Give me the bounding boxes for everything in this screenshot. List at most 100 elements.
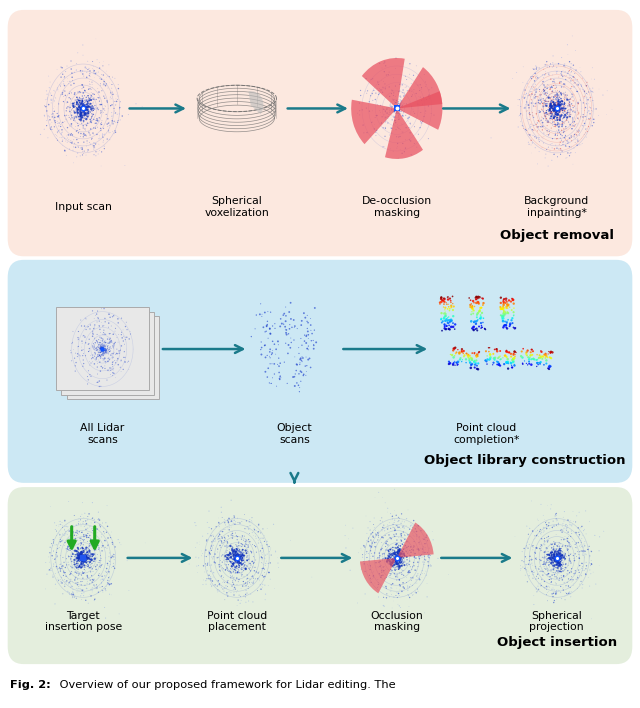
Point [389,484,399,495]
Point [545,82,556,93]
Point [100,528,110,539]
Point [555,106,565,118]
Point [67,112,77,123]
Point [113,91,123,102]
Point [393,598,403,610]
Point [386,552,396,563]
Point [73,341,83,353]
Point [552,521,563,532]
Point [566,557,576,569]
Point [109,116,120,127]
Point [99,350,109,361]
Point [76,104,86,115]
Point [232,561,242,572]
Point [387,560,397,571]
Point [57,517,67,528]
Point [89,142,99,154]
Point [233,595,243,606]
Point [393,552,403,564]
Point [75,560,85,571]
Point [384,81,394,93]
Point [547,550,557,561]
Point [547,81,557,92]
Point [387,565,397,576]
Point [86,94,96,105]
Point [371,127,381,138]
Point [57,535,67,547]
Point [552,105,563,116]
Point [392,558,402,569]
Point [85,116,95,127]
Point [80,551,90,562]
Point [76,113,86,124]
Point [405,127,415,139]
Point [288,372,298,383]
Point [397,551,407,562]
Point [262,523,273,534]
Point [518,61,529,72]
Point [453,359,463,370]
Point [558,511,568,523]
Point [120,338,130,350]
Point [556,551,566,562]
Point [77,556,87,567]
Point [83,96,93,108]
Point [550,559,560,571]
Point [362,547,372,559]
Point [96,349,106,360]
Point [542,581,552,593]
Point [500,316,510,327]
Point [392,552,402,564]
Point [403,589,413,600]
Point [412,533,422,544]
Point [97,346,107,357]
Point [232,552,242,564]
Point [62,96,72,108]
Point [486,132,496,144]
Point [229,549,239,560]
Point [244,514,255,525]
Point [552,103,562,114]
Point [200,558,211,569]
Point [65,93,76,105]
Point [67,581,77,593]
Point [586,613,596,624]
Point [87,513,97,524]
Point [97,540,108,552]
Point [469,356,479,367]
Point [90,122,100,134]
Point [231,553,241,564]
Point [417,95,427,106]
Point [232,552,242,563]
Point [71,593,81,604]
Point [480,323,490,334]
Point [242,539,252,550]
Point [522,96,532,108]
Point [252,547,262,558]
Point [417,549,427,561]
Point [441,324,451,335]
Point [230,546,241,557]
Point [569,105,579,116]
Point [75,548,85,559]
Point [58,535,68,546]
Point [547,555,557,566]
Point [232,555,243,566]
Point [265,557,275,569]
Point [557,563,568,574]
Point [551,103,561,114]
Point [553,101,563,112]
Point [79,552,89,564]
Point [76,341,86,353]
Point [253,532,264,544]
Point [46,121,56,132]
Point [540,99,550,110]
Point [74,553,84,564]
Point [366,535,376,546]
Point [585,564,595,576]
Point [392,551,402,562]
Point [388,72,399,84]
Point [392,552,402,564]
Point [107,110,117,121]
Point [392,103,402,114]
